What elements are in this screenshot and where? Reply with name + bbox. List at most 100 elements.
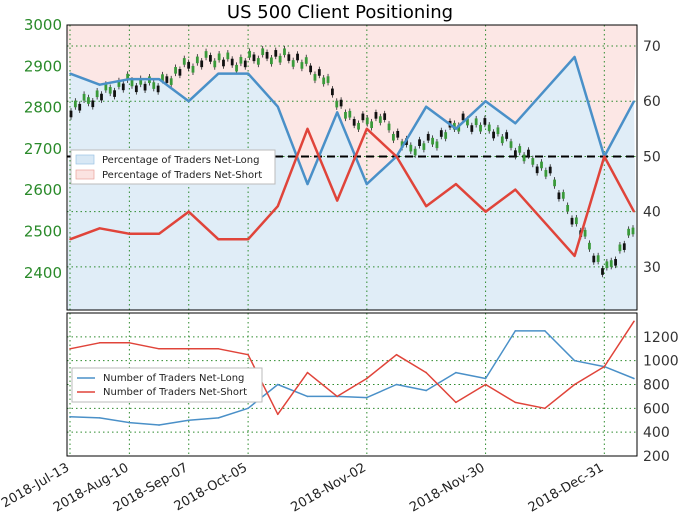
top-legend: Percentage of Traders Net-Long Percentag… bbox=[70, 149, 276, 185]
count-point-1-1 bbox=[98, 341, 101, 344]
count-point-0-10 bbox=[366, 396, 368, 399]
count-point-0-1 bbox=[98, 417, 101, 419]
sentiment-point-0-19 bbox=[633, 100, 635, 103]
sentiment-point-1-10 bbox=[366, 128, 368, 130]
left-tick-label: 3000 bbox=[24, 16, 62, 34]
sentiment-point-0-13 bbox=[455, 128, 457, 130]
sentiment-point-0-5 bbox=[217, 72, 220, 75]
candle-body bbox=[87, 97, 90, 104]
candle-body bbox=[483, 118, 487, 125]
candle-body bbox=[330, 88, 334, 96]
candle-body bbox=[204, 51, 208, 58]
candle-body bbox=[182, 58, 186, 65]
bottom-panel-frame bbox=[66, 312, 638, 457]
count-point-1-4 bbox=[187, 347, 190, 350]
price-candles bbox=[69, 45, 635, 278]
candle-body bbox=[361, 113, 365, 121]
candle-body bbox=[344, 111, 347, 119]
candle-body bbox=[474, 118, 478, 126]
bottom-right-tick-label: 1000 bbox=[643, 354, 679, 370]
candle-body bbox=[108, 87, 112, 94]
candle-body bbox=[95, 90, 99, 98]
candle-body bbox=[535, 166, 539, 174]
candle-body bbox=[553, 179, 556, 187]
legend-label-net-short: Percentage of Traders Net-Short bbox=[102, 170, 262, 181]
left-tick-label: 2400 bbox=[24, 264, 62, 282]
candle-body bbox=[513, 150, 517, 157]
candle-body bbox=[352, 119, 356, 126]
candle-body bbox=[570, 217, 574, 225]
right-tick-label: 70 bbox=[643, 39, 661, 55]
sentiment-point-1-14 bbox=[484, 210, 487, 213]
candle-body bbox=[195, 56, 199, 64]
sentiment-line-1 bbox=[69, 127, 636, 258]
bottom-right-tick-label: 600 bbox=[643, 401, 670, 417]
count-point-0-6 bbox=[247, 407, 249, 410]
candle-body bbox=[566, 204, 570, 212]
candle-body bbox=[518, 146, 522, 153]
candle-body bbox=[479, 124, 482, 132]
sentiment-point-1-1 bbox=[98, 227, 101, 230]
candle-body bbox=[426, 133, 430, 141]
count-point-0-4 bbox=[187, 419, 190, 422]
candle-body bbox=[304, 57, 308, 64]
candle-body bbox=[574, 217, 578, 225]
candle-body bbox=[470, 125, 474, 132]
sentiment-point-1-3 bbox=[158, 232, 160, 235]
sentiment-point-0-3 bbox=[158, 78, 160, 80]
sentiment-point-1-5 bbox=[217, 238, 220, 241]
candle-body bbox=[178, 69, 182, 76]
count-point-1-9 bbox=[336, 395, 338, 398]
candle-body bbox=[291, 60, 295, 67]
candle-body bbox=[230, 58, 234, 66]
right-tick-label: 30 bbox=[643, 260, 661, 276]
trader-counts-panel: 200 400 600 800 1000 1200 Number of Traders N… bbox=[66, 312, 679, 465]
sentiment-point-1-13 bbox=[455, 183, 457, 185]
bottom-right-axis-ticks: 200 400 600 800 1000 1200 bbox=[643, 330, 679, 465]
left-axis-ticks: 2400 2500 2600 2700 2800 2900 3000 bbox=[24, 16, 62, 282]
right-tick-label: 40 bbox=[643, 205, 661, 221]
count-point-0-8 bbox=[306, 395, 309, 398]
candle-body bbox=[117, 80, 121, 87]
sentiment-point-1-18 bbox=[603, 155, 606, 158]
count-point-0-13 bbox=[455, 371, 457, 374]
right-tick-label: 50 bbox=[643, 149, 661, 165]
count-point-0-5 bbox=[217, 417, 220, 419]
count-point-1-19 bbox=[633, 320, 635, 323]
top-panel-frame bbox=[66, 24, 638, 311]
candle-body bbox=[583, 229, 587, 237]
sentiment-point-1-7 bbox=[276, 205, 279, 207]
count-point-1-18 bbox=[603, 365, 606, 368]
candle-body bbox=[187, 62, 191, 69]
candle-body bbox=[618, 244, 622, 252]
sentiment-lines bbox=[69, 55, 636, 258]
count-point-0-11 bbox=[395, 383, 398, 386]
candle-body bbox=[557, 192, 561, 200]
count-point-0-17 bbox=[573, 359, 576, 362]
candle-body bbox=[235, 64, 238, 72]
x-tick-label: 2018-Dec-31 bbox=[526, 460, 606, 513]
candle-body bbox=[248, 50, 252, 58]
candle-body bbox=[601, 268, 604, 275]
left-tick-label: 2500 bbox=[24, 223, 62, 241]
net-short-area bbox=[67, 25, 637, 185]
legend-label-net-long: Percentage of Traders Net-Long bbox=[102, 155, 260, 166]
candle-body bbox=[540, 161, 543, 169]
candle-body bbox=[300, 62, 304, 69]
sentiment-point-1-0 bbox=[69, 238, 71, 241]
count-point-1-3 bbox=[158, 347, 160, 350]
candle-body bbox=[296, 53, 299, 61]
candle-body bbox=[243, 60, 247, 68]
count-point-0-16 bbox=[544, 330, 546, 332]
sentiment-point-1-15 bbox=[514, 188, 517, 191]
candle-body bbox=[335, 100, 339, 108]
legend-label-net-long-count: Number of Traders Net-Long bbox=[103, 373, 244, 384]
count-point-1-11 bbox=[395, 353, 398, 356]
top-legend-box bbox=[70, 149, 276, 185]
candle-body bbox=[317, 69, 321, 76]
candle-body bbox=[444, 132, 448, 139]
candle-body bbox=[91, 100, 95, 108]
x-axis-ticks: 2018-Jul-132018-Aug-102018-Sep-072018-Oc… bbox=[0, 460, 606, 513]
count-point-1-17 bbox=[573, 383, 576, 386]
count-point-1-2 bbox=[128, 341, 131, 344]
